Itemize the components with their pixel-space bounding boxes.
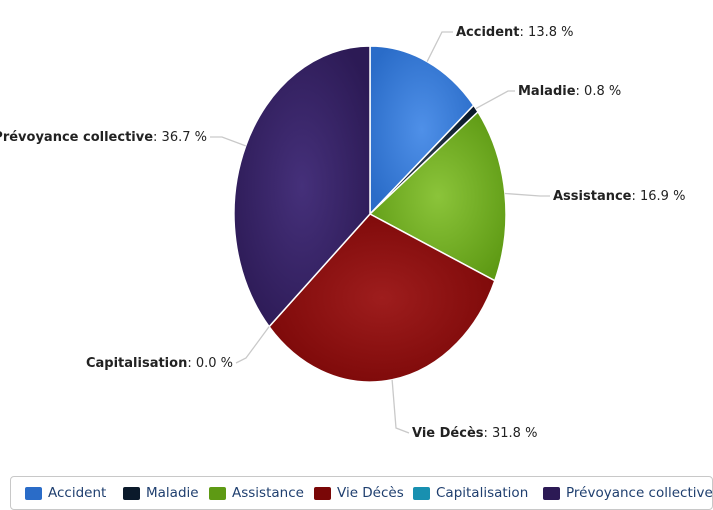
connector-assistance — [504, 192, 550, 197]
pie-chart: Accident: 13.8 % Maladie: 0.8 % Assistance… — [0, 25, 685, 441]
data-label-value: : 0.8 % — [576, 84, 622, 99]
data-label-name: Vie Décès — [412, 426, 484, 441]
data-label-name: Accident — [456, 25, 520, 40]
legend: Accident Maladie Assistance Vie Décès Ca… — [10, 476, 713, 510]
legend-item-capitalisation[interactable]: Capitalisation — [413, 483, 528, 503]
legend-label: Prévoyance collective — [566, 485, 713, 501]
data-label-assistance: Assistance: 16.9 % — [553, 189, 685, 204]
pie-slices — [233, 45, 507, 383]
legend-label: Assistance — [232, 485, 304, 501]
data-label-value: : 0.0 % — [187, 356, 233, 371]
data-label-prevoyance-collective: Prévoyance collective: 36.7 % — [0, 130, 207, 145]
data-label-value: : 36.7 % — [153, 130, 207, 145]
data-label-value: : 31.8 % — [484, 426, 538, 441]
data-label-name: Capitalisation — [86, 356, 187, 371]
legend-item-maladie[interactable]: Maladie — [123, 483, 199, 503]
legend-item-vie-deces[interactable]: Vie Décès — [314, 483, 404, 503]
data-label-maladie: Maladie: 0.8 % — [518, 84, 621, 99]
data-labels: Accident: 13.8 % Maladie: 0.8 % Assistance… — [0, 25, 685, 441]
label-connectors — [210, 31, 550, 434]
data-label-name: Assistance — [553, 189, 632, 204]
connector-maladie — [475, 90, 515, 110]
legend-label: Vie Décès — [337, 485, 404, 501]
pie-slice-assistance[interactable] — [368, 110, 507, 282]
legend-label: Capitalisation — [436, 485, 529, 501]
pie-slice-prevoyance-collective[interactable] — [233, 45, 371, 328]
data-label-vie-deces: Vie Décès: 31.8 % — [412, 426, 537, 441]
legend-swatch — [314, 486, 331, 500]
connector-vie-deces — [391, 379, 410, 434]
legend-swatch — [413, 486, 430, 500]
legend-label: Accident — [48, 485, 107, 501]
legend-swatch — [543, 486, 560, 500]
data-label-capitalisation: Capitalisation: 0.0 % — [86, 356, 233, 371]
legend-label: Maladie — [146, 485, 199, 501]
data-label-accident: Accident: 13.8 % — [456, 25, 573, 40]
pie-slice-accident[interactable] — [369, 45, 475, 216]
data-label-value: : 16.9 % — [632, 189, 686, 204]
legend-item-prevoyance-collective[interactable]: Prévoyance collective — [543, 483, 713, 503]
legend-item-assistance[interactable]: Assistance — [209, 483, 304, 503]
data-label-name: Prévoyance collective — [0, 130, 153, 145]
data-label-name: Maladie — [518, 84, 576, 99]
data-label-value: : 13.8 % — [520, 25, 574, 40]
legend-swatch — [209, 486, 226, 500]
legend-swatch — [25, 486, 42, 500]
connector-prevoyance-collective — [210, 136, 246, 147]
connector-capitalisation — [235, 326, 270, 364]
legend-item-accident[interactable]: Accident — [25, 483, 106, 503]
connector-accident — [426, 31, 453, 62]
legend-swatch — [123, 486, 140, 500]
